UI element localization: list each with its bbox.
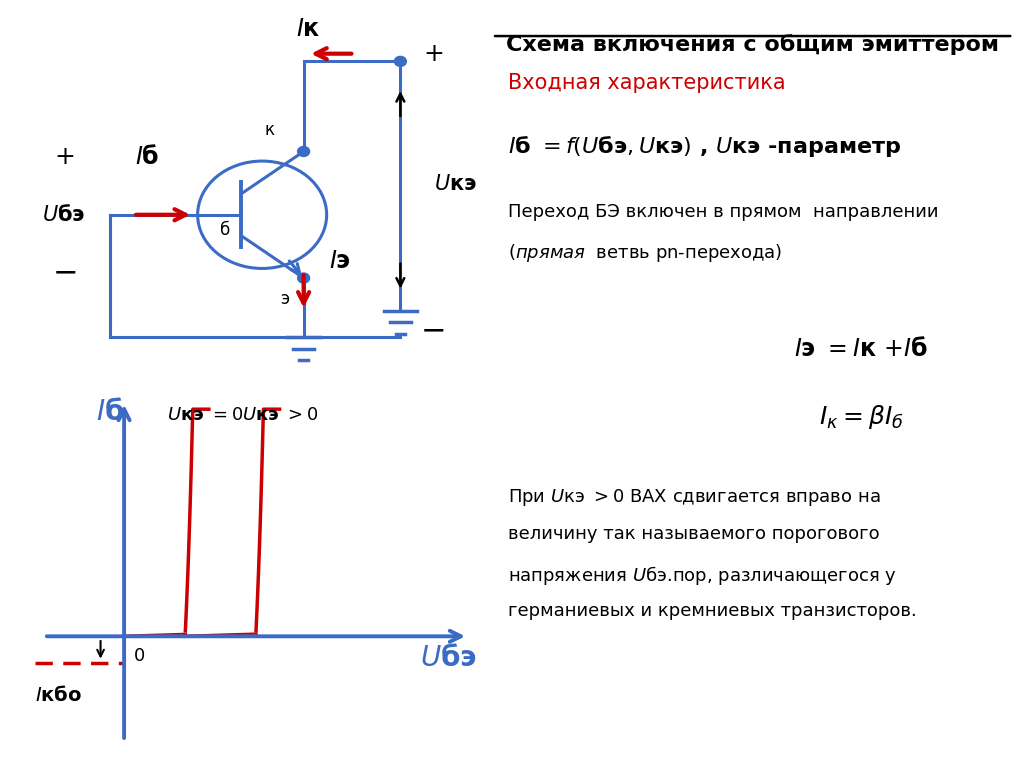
Text: $\mathit{U}$бэ: $\mathit{U}$бэ [42,204,86,225]
Text: $\mathit{I}$к: $\mathit{I}$к [296,17,321,41]
Text: к: к [264,121,274,140]
Text: $\mathit{U}$бэ: $\mathit{U}$бэ [421,644,477,672]
Text: $\mathit{I}$э: $\mathit{I}$э [330,249,351,273]
Text: напряжения $\mathit{U}$бэ.пор, различающегося у: напряжения $\mathit{U}$бэ.пор, различающ… [508,564,897,587]
Circle shape [298,273,309,283]
Text: Переход БЭ включен в прямом  направлении: Переход БЭ включен в прямом направлении [508,203,939,221]
Text: $-$: $-$ [52,258,76,287]
Text: $\mathit{U}$кэ $= 0$: $\mathit{U}$кэ $= 0$ [167,406,243,423]
Text: $+$: $+$ [54,145,74,170]
Text: $-$: $-$ [421,315,444,344]
Text: Входная характеристика: Входная характеристика [508,73,786,93]
Text: $+$: $+$ [423,41,442,66]
Text: $\mathit{I}$б $= f(\mathit{U}$бэ$,\mathit{U}$кэ$)$ , $\mathit{U}$кэ -параметр: $\mathit{I}$б $= f(\mathit{U}$бэ$,\mathi… [508,134,902,160]
Text: $\mathit{U}$кэ: $\mathit{U}$кэ [434,174,477,194]
Text: б: б [220,221,230,239]
Text: э: э [281,290,290,308]
Text: величину так называемого порогового: величину так называемого порогового [508,525,880,543]
Text: $\mathit{U}$кэ $> 0$: $\mathit{U}$кэ $> 0$ [242,406,318,423]
Text: германиевых и кремниевых транзисторов.: германиевых и кремниевых транзисторов. [508,602,918,620]
Text: $I_{\kappa} = \beta I_{б}$: $I_{\kappa} = \beta I_{б}$ [819,403,903,431]
Text: 0: 0 [133,647,144,665]
Circle shape [394,56,407,66]
Text: Схема включения с общим эмиттером: Схема включения с общим эмиттером [506,35,999,55]
Text: $\mathit{I}$э $= \mathit{I}$к $+ \mathit{I}$б: $\mathit{I}$э $= \mathit{I}$к $+ \mathit… [795,337,928,361]
Text: $\mathit{I}$б: $\mathit{I}$б [96,398,124,426]
Circle shape [298,146,309,156]
Text: $\mathit{I}$кбо: $\mathit{I}$кбо [35,685,82,705]
Text: ($\mathit{прямая}$  ветвь pn-перехода): ($\mathit{прямая}$ ветвь pn-перехода) [508,242,782,264]
Text: $\mathit{I}$б: $\mathit{I}$б [135,145,159,170]
Text: При $\mathit{U}$кэ $> 0$ ВАХ сдвигается вправо на: При $\mathit{U}$кэ $> 0$ ВАХ сдвигается … [508,487,881,508]
